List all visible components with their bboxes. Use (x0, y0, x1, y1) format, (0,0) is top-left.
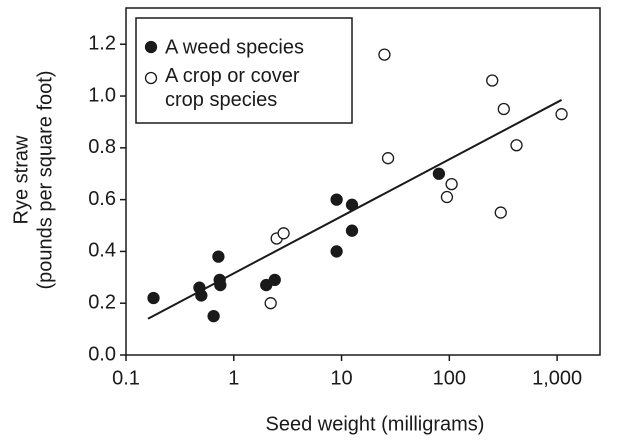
point (440, 190, 454, 204)
point (497, 102, 510, 116)
y-tick-label: 0.8 (88, 136, 116, 158)
y-tick-label: 0.0 (88, 343, 116, 365)
point (207, 310, 220, 323)
point (445, 177, 458, 191)
point (432, 167, 446, 180)
point (277, 227, 290, 240)
point (268, 273, 281, 287)
plot-frame (125, 7, 601, 356)
x-tick-label: 100 (433, 367, 466, 389)
y-axis-title: (pounds per square foot) (34, 70, 56, 289)
point (330, 245, 343, 258)
point (381, 152, 395, 165)
legend-marker (144, 71, 158, 85)
point (147, 291, 160, 305)
point (195, 289, 208, 302)
legend-label: A crop or cover crop species (165, 65, 300, 111)
x-tick-label: 10 (330, 367, 352, 389)
y-tick-label: 0.4 (88, 240, 116, 262)
point (330, 193, 343, 206)
point (345, 224, 359, 237)
y-tick-label: 0.2 (88, 291, 116, 313)
legend-label: A weed species (165, 36, 304, 58)
point (214, 278, 227, 292)
point (212, 250, 225, 263)
legend-box (135, 17, 353, 124)
point (555, 108, 568, 121)
x-tick-label: 0.1 (112, 367, 140, 389)
legend-marker (144, 40, 158, 54)
point (264, 297, 277, 310)
x-axis-title: Seed weight (milligrams) (266, 413, 485, 435)
point (345, 198, 359, 211)
y-axis-title: Rye straw (10, 135, 32, 224)
y-tick-label: 1.0 (88, 84, 116, 106)
point (378, 48, 391, 61)
y-tick-label: 1.2 (88, 33, 116, 55)
x-tick-label: 1,000 (532, 367, 582, 389)
point (494, 206, 507, 219)
y-tick-label: 0.6 (88, 188, 116, 210)
point (486, 74, 499, 87)
point (510, 139, 523, 152)
x-tick-label: 1 (228, 367, 239, 389)
